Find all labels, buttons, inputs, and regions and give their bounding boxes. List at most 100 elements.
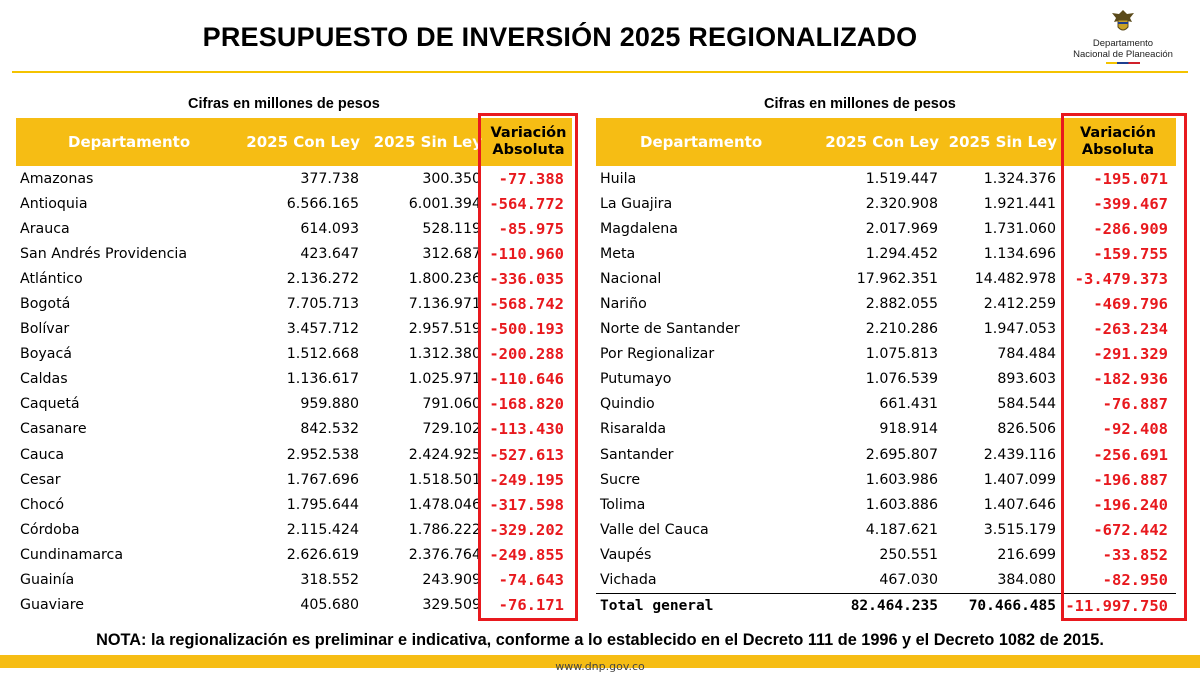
caption-left: Cifras en millones de pesos: [188, 96, 380, 112]
cell-sin-ley: 528.119: [422, 220, 481, 237]
cell-sin-ley: 2.376.764: [408, 546, 481, 563]
cell-variacion: -77.388: [498, 169, 564, 188]
cell-departamento: Caldas: [20, 371, 68, 388]
table-row: San Andrés Providencia 423.647 312.687 -110…: [16, 241, 572, 266]
cell-departamento: Cauca: [20, 446, 65, 463]
header-variacion-line2: Absoluta: [492, 142, 565, 158]
table-header-row: Departamento 2025 Con Ley 2025 Sin Ley V…: [596, 118, 1176, 166]
cell-variacion: -74.643: [498, 571, 564, 590]
cell-variacion: -399.467: [1093, 194, 1168, 213]
cell-variacion: -329.202: [489, 520, 564, 539]
cell-con-ley: 405.680: [300, 597, 359, 614]
cell-departamento: Guainía: [20, 572, 75, 589]
cell-departamento: Casanare: [20, 421, 87, 438]
cell-departamento: Meta: [600, 245, 636, 262]
cell-departamento: Quindio: [600, 396, 655, 413]
budget-table-right: Departamento 2025 Con Ley 2025 Sin Ley V…: [596, 118, 1176, 619]
table-row: Bogotá 7.705.713 7.136.971 -568.742: [16, 291, 572, 316]
total-sin-ley: 70.466.485: [942, 592, 1060, 619]
cell-sin-ley: 2.412.259: [983, 296, 1056, 313]
header-variacion-line1: Variación: [490, 125, 567, 141]
cell-variacion: -196.240: [1093, 495, 1168, 514]
cell-variacion: -182.936: [1093, 370, 1168, 389]
table-header-row: Departamento 2025 Con Ley 2025 Sin Ley V…: [16, 118, 572, 166]
header-con-ley: 2025 Con Ley: [796, 118, 942, 166]
cell-departamento: Norte de Santander: [600, 321, 740, 338]
header-sin-ley: 2025 Sin Ley: [363, 118, 485, 166]
table-row: Quindio 661.431 584.544 -76.887: [596, 392, 1176, 417]
total-label: Total general: [596, 592, 796, 619]
cell-con-ley: 1.603.986: [865, 471, 938, 488]
cell-con-ley: 842.532: [300, 421, 359, 438]
cell-departamento: Nariño: [600, 296, 647, 313]
cell-con-ley: 467.030: [879, 572, 938, 589]
table-row: Cundinamarca 2.626.619 2.376.764 -249.855: [16, 542, 572, 567]
header-departamento: Departamento: [16, 118, 234, 166]
cell-variacion: -168.820: [489, 395, 564, 414]
cell-departamento: Valle del Cauca: [600, 521, 709, 538]
cell-con-ley: 1.767.696: [286, 471, 359, 488]
cell-sin-ley: 1.312.380: [408, 346, 481, 363]
flag-stripe: [1106, 62, 1140, 64]
cell-con-ley: 1.512.668: [286, 346, 359, 363]
cell-con-ley: 614.093: [300, 220, 359, 237]
cell-sin-ley: 3.515.179: [983, 521, 1056, 538]
cell-sin-ley: 1.134.696: [983, 245, 1056, 262]
table-row: La Guajira 2.320.908 1.921.441 -399.467: [596, 191, 1176, 216]
cell-departamento: Santander: [600, 446, 674, 463]
cell-sin-ley: 1.731.060: [983, 220, 1056, 237]
header-variacion-line1: Variación: [1080, 125, 1156, 141]
cell-variacion: -110.646: [489, 370, 564, 389]
cell-variacion: -336.035: [489, 269, 564, 288]
cell-sin-ley: 1.947.053: [983, 321, 1056, 338]
table-row: Bolívar 3.457.712 2.957.519 -500.193: [16, 317, 572, 342]
cell-con-ley: 1.136.617: [286, 371, 359, 388]
cell-departamento: Sucre: [600, 471, 641, 488]
cell-con-ley: 1.603.886: [865, 496, 938, 513]
cell-con-ley: 423.647: [300, 245, 359, 262]
cell-variacion: -249.195: [489, 470, 564, 489]
cell-con-ley: 3.457.712: [286, 321, 359, 338]
footer-url: www.dnp.gov.co: [555, 660, 645, 673]
cell-sin-ley: 329.509: [422, 597, 481, 614]
cell-sin-ley: 1.800.236: [408, 270, 481, 287]
table-row: Guaviare 405.680 329.509 -76.171: [16, 593, 572, 618]
cell-variacion: -256.691: [1093, 445, 1168, 464]
cell-departamento: Antioquia: [20, 195, 88, 212]
cell-variacion: -195.071: [1093, 169, 1168, 188]
cell-sin-ley: 2.957.519: [408, 321, 481, 338]
table-row: Antioquia 6.566.165 6.001.394 -564.772: [16, 191, 572, 216]
table-row: Sucre 1.603.986 1.407.099 -196.887: [596, 467, 1176, 492]
cell-departamento: Bolívar: [20, 321, 70, 338]
cell-sin-ley: 312.687: [422, 245, 481, 262]
cell-sin-ley: 2.424.925: [408, 446, 481, 463]
cell-sin-ley: 1.921.441: [983, 195, 1056, 212]
total-variacion: -11.997.750: [1060, 592, 1176, 619]
cell-sin-ley: 1.518.501: [408, 471, 481, 488]
footnote: NOTA: la regionalización es preliminar e…: [96, 631, 1104, 649]
cell-variacion: -110.960: [489, 244, 564, 263]
table-row: Valle del Cauca 4.187.621 3.515.179 -672.44…: [596, 517, 1176, 542]
cell-con-ley: 1.075.813: [865, 346, 938, 363]
table-row: Santander 2.695.807 2.439.116 -256.691: [596, 442, 1176, 467]
header-rule: [12, 71, 1188, 73]
cell-sin-ley: 6.001.394: [408, 195, 481, 212]
cell-sin-ley: 1.407.646: [983, 496, 1056, 513]
table-row: Risaralda 918.914 826.506 -92.408: [596, 417, 1176, 442]
table-row: Nacional 17.962.351 14.482.978 -3.479.373: [596, 266, 1176, 291]
cell-sin-ley: 1.786.222: [408, 521, 481, 538]
table-row: Caldas 1.136.617 1.025.971 -110.646: [16, 367, 572, 392]
cell-departamento: Putumayo: [600, 371, 672, 388]
header-variacion-line2: Absoluta: [1081, 142, 1155, 158]
cell-con-ley: 918.914: [879, 421, 938, 438]
cell-variacion: -564.772: [489, 194, 564, 213]
cell-departamento: Nacional: [600, 270, 662, 287]
header-variacion: Variación Absoluta: [1060, 118, 1176, 166]
cell-variacion: -291.329: [1093, 345, 1168, 364]
cell-con-ley: 1.519.447: [865, 170, 938, 187]
cell-departamento: Amazonas: [20, 170, 94, 187]
cell-sin-ley: 729.102: [422, 421, 481, 438]
cell-sin-ley: 1.324.376: [983, 170, 1056, 187]
cell-variacion: -196.887: [1093, 470, 1168, 489]
cell-variacion: -85.975: [498, 219, 564, 238]
